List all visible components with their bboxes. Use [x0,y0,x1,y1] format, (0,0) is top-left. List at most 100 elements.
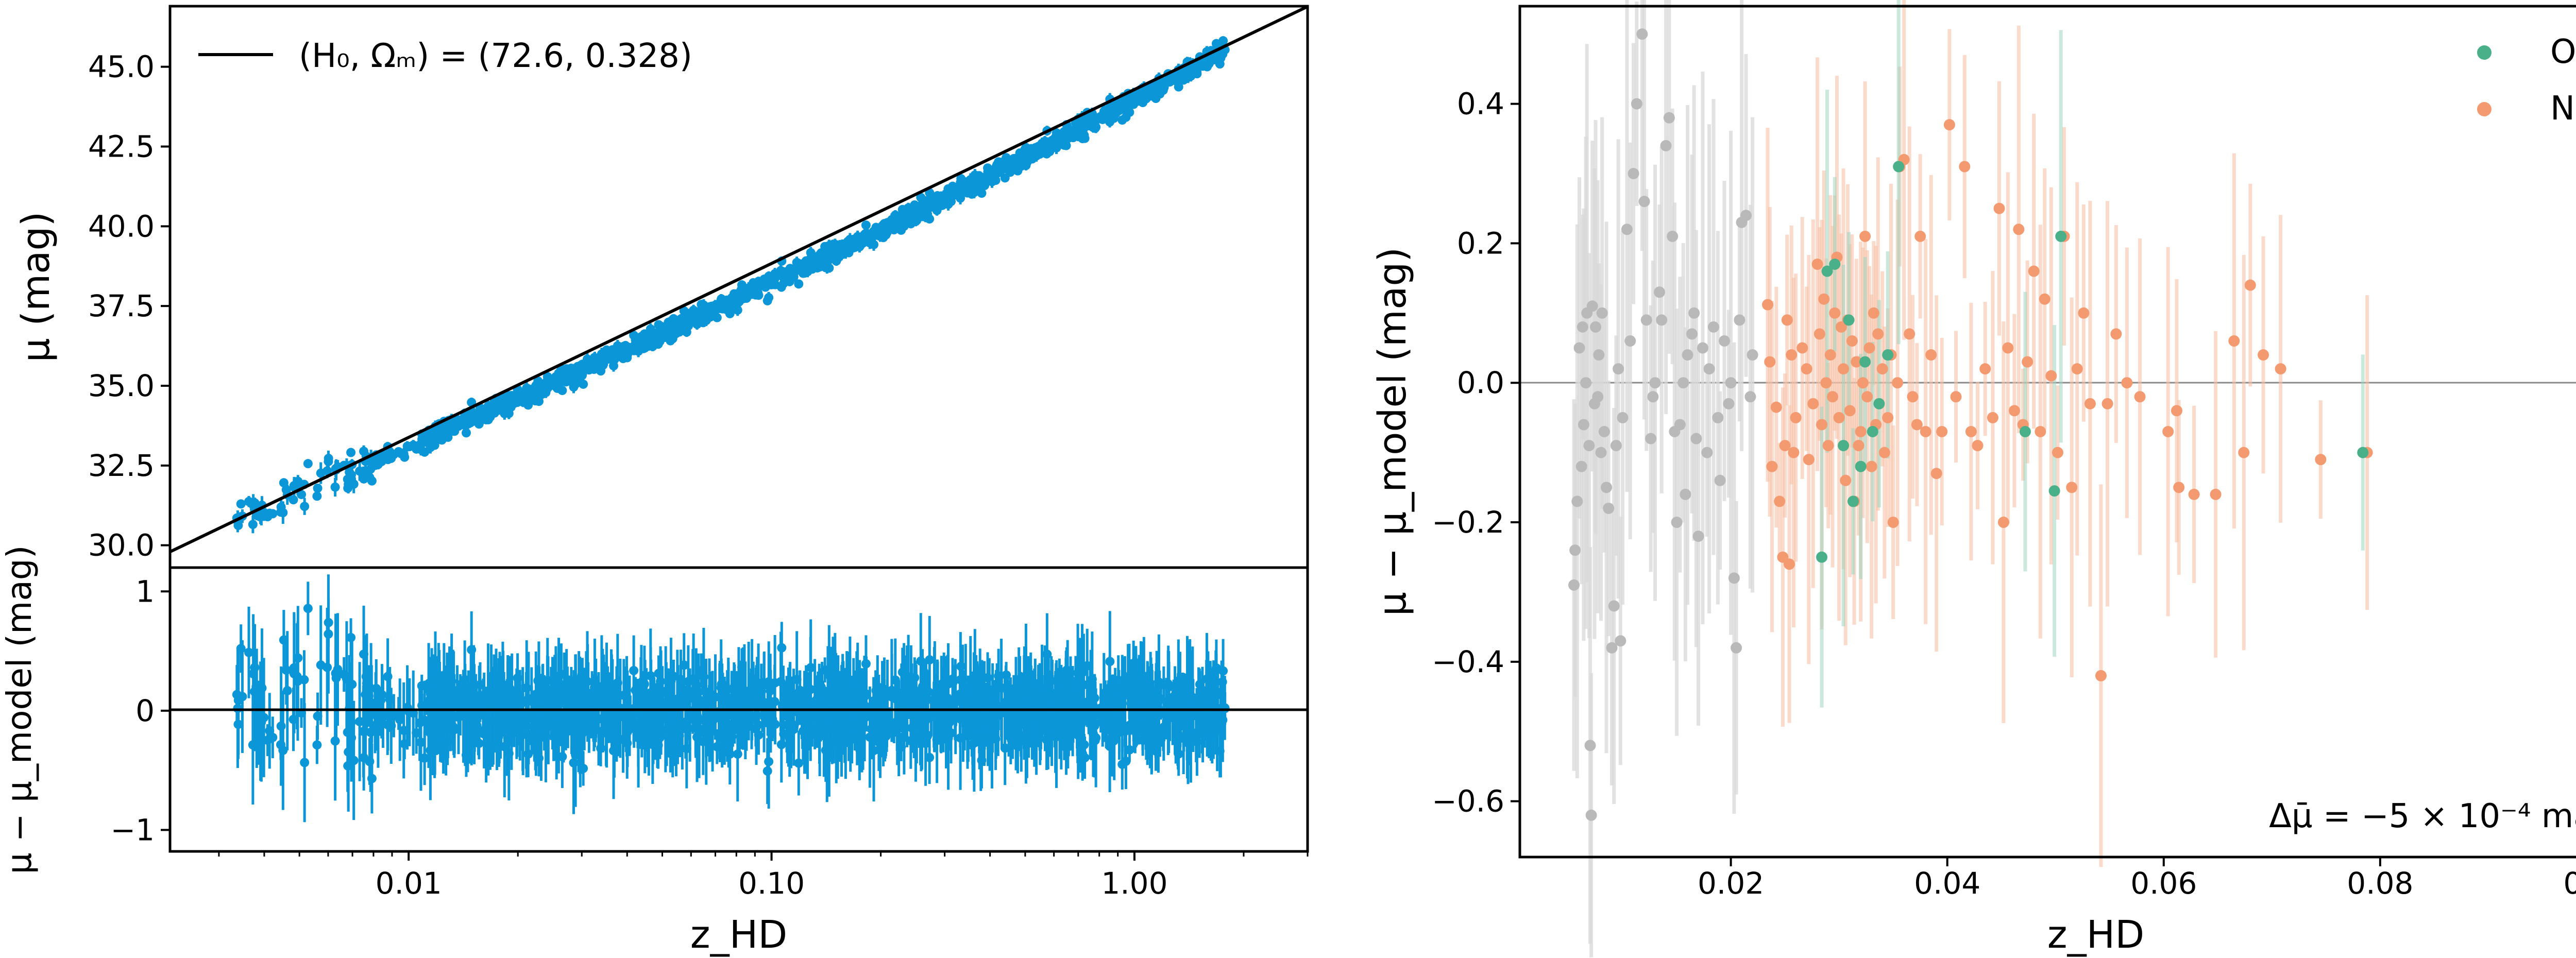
hubble-point [324,456,333,466]
hubble-point [534,397,544,406]
residual-point [1164,697,1174,707]
hubble-point [1159,79,1168,89]
hubble-point [692,314,702,323]
hubble-point [759,275,769,284]
hubble-point [633,344,643,353]
hubble-point [452,415,462,424]
hubble-point [276,502,286,512]
residual-point [312,740,322,750]
hubble-point [461,428,471,438]
residual-point [815,732,824,742]
hubble-point [1051,131,1061,141]
hubble-point [365,472,375,482]
hubble-point [669,314,679,323]
residual-point [569,758,579,767]
hubble-point [402,441,412,451]
hubble-point [837,242,846,251]
hubble-point [467,417,477,427]
residual-point [579,763,588,773]
hubble-y-tick-label: 42.5 [88,129,155,164]
residual-point [956,661,966,671]
hubble-point [704,305,714,315]
hubble-point [806,264,816,274]
hubble-point [918,203,927,213]
hubble-point [492,406,502,416]
hubble-point [861,228,871,238]
hubble-point [740,289,750,299]
hubble-point [933,192,942,202]
hubble-point [620,347,630,357]
hubble-point [589,365,599,374]
model-curve [169,5,1309,554]
hubble-y-axis-label: μ (mag) [14,212,58,363]
hubble-point [558,374,568,384]
hubble-point [450,426,460,436]
hubble-point [303,459,313,469]
hubble-point [1008,164,1018,174]
hubble-point [428,440,438,450]
residual-point [248,740,258,750]
hubble-point [970,170,980,180]
residual-point [330,736,340,746]
hubble-point [981,175,991,185]
hubble-point [720,302,730,312]
hubble-point [1025,147,1035,157]
hubble-point [668,334,677,344]
hubble-point [1209,52,1218,62]
hubble-point [1120,105,1130,114]
hubble-point [770,269,780,279]
hubble-point [925,214,935,224]
hubble-point [869,239,878,249]
hubble-point [786,272,796,282]
hubble-point [673,321,683,331]
hubble-legend: (H₀, Ωₘ) = (72.6, 0.328) [198,37,692,75]
hubble-point [937,200,947,210]
hubble-point [1100,105,1110,115]
residual-point [504,748,514,758]
hubble-point [977,189,987,198]
hubble-point [926,202,936,212]
hubble-point [1000,164,1010,174]
hubble-point [543,375,552,385]
hubble-point [701,316,711,326]
residual-point [925,752,935,762]
hubble-point [777,271,787,281]
hubble-point [993,168,1003,178]
hubble-point [248,520,258,529]
hubble-point [649,332,659,341]
hubble-y-tick-label: 30.0 [88,528,155,563]
hubble-point [313,483,323,493]
hubble-point [279,478,289,488]
hubble-y-ticks: 30.0 32.5 35.0 37.5 40.0 42.5 45.0 [88,49,170,563]
hubble-point [794,279,804,289]
residual-point [1080,753,1090,763]
hubble-point [683,313,692,323]
hubble-point [297,490,307,500]
hubble-point [754,290,764,300]
hubble-point [946,197,956,207]
residual-point [412,728,421,738]
residual-point [794,758,804,768]
hubble-point [861,220,871,230]
hubble-point [236,499,246,509]
residual-point [1125,745,1134,755]
hubble-point [574,373,584,383]
hubble-point [638,332,648,342]
hubble-point [900,213,909,223]
residual-point [869,746,878,756]
hubble-point [1171,75,1181,84]
hubble-point [1016,156,1026,165]
hubble-point [660,332,670,342]
residual-data-points [232,574,1230,823]
hubble-point [766,280,776,289]
hubble-point [312,491,322,501]
residual-point [244,647,253,657]
hubble-point [578,360,587,369]
hubble-point [752,281,762,291]
hubble-point [879,219,889,229]
hubble-point [609,361,619,371]
hubble-point [1047,140,1057,149]
hubble-point [717,294,726,304]
hubble-point [601,354,611,364]
